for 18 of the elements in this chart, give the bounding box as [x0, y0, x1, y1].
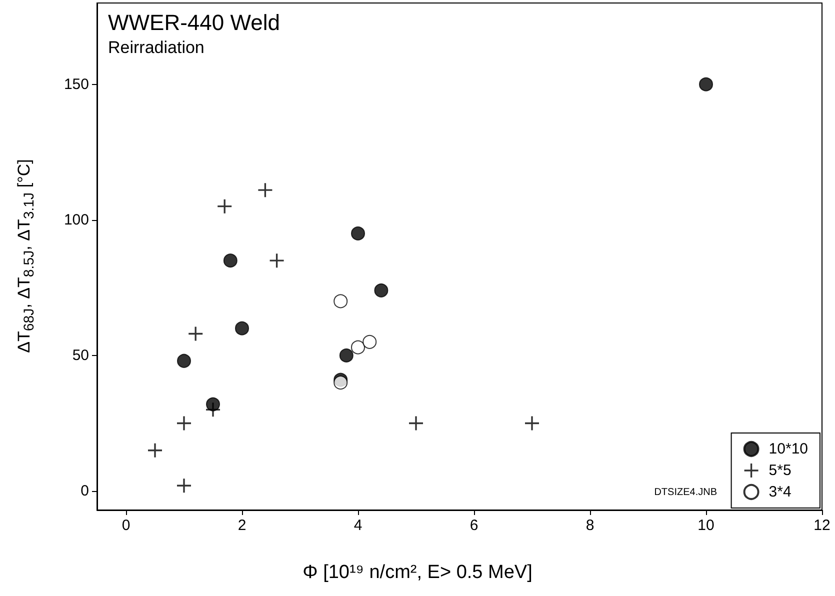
- x-tick-label: 0: [122, 517, 130, 534]
- x-tick-label: 4: [354, 517, 362, 534]
- x-tick-label: 10: [698, 517, 714, 534]
- y-tick-label: 50: [72, 346, 89, 364]
- chart-title: WWER-440 Weld: [108, 10, 280, 36]
- y-tick-label: 0: [80, 482, 89, 500]
- x-axis-title: Φ [10¹⁹ n/cm², E> 0.5 MeV]: [302, 562, 534, 584]
- text: Reirradiation: [108, 38, 204, 58]
- legend-label: 10*10: [768, 440, 808, 458]
- legend-label: 5*5: [768, 462, 792, 479]
- x-tick-label: 6: [470, 517, 478, 534]
- annotation: DTSIZE4.JNB: [654, 487, 717, 498]
- x-tick-label: 2: [238, 517, 246, 534]
- y-tick-label: 150: [64, 76, 89, 93]
- legend-label: 3*4: [768, 484, 792, 500]
- y-tick-label: 100: [64, 211, 89, 228]
- x-tick-label: 12: [814, 517, 830, 534]
- x-tick-label: 8: [586, 517, 594, 534]
